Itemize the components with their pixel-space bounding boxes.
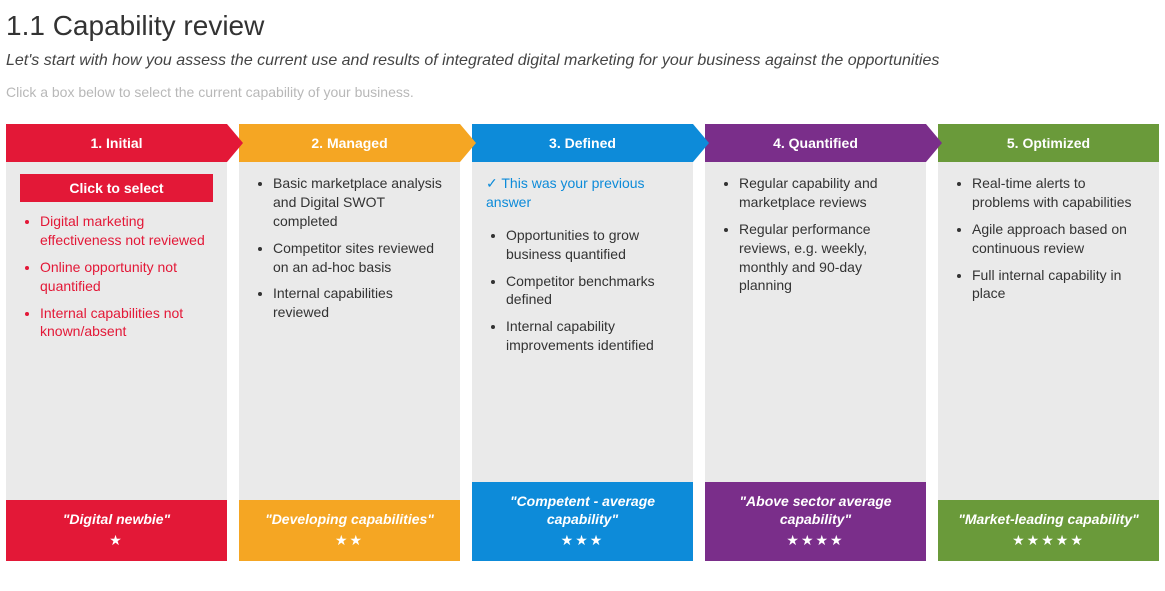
capability-column-initial[interactable]: 1. Initial Click to select Digital marketi… (6, 124, 227, 561)
column-footer-quantified: "Above sector average capability" ★★★★ (705, 482, 926, 561)
list-item: Digital marketing effectiveness not revi… (40, 212, 213, 250)
list-item: Competitor benchmarks defined (506, 272, 679, 310)
list-item: Internal capability improvements identif… (506, 317, 679, 355)
star-rating-icon: ★★★★★ (1012, 532, 1085, 548)
footer-caption: "Digital newbie" (12, 510, 221, 528)
list-item: Opportunities to grow business quantifie… (506, 226, 679, 264)
column-header-label: 2. Managed (311, 135, 387, 151)
column-body-quantified[interactable]: Regular capability and marketplace revie… (705, 162, 926, 482)
capability-column-optimized[interactable]: 5. Optimized Real-time alerts to problems… (938, 124, 1159, 561)
chevron-right-icon (926, 124, 942, 162)
column-bullet-list: Real-time alerts to problems with capabi… (952, 174, 1145, 303)
column-header-managed: 2. Managed (239, 124, 460, 162)
column-body-defined[interactable]: ✓ This was your previous answer Opportuni… (472, 162, 693, 482)
list-item: Agile approach based on continuous revie… (972, 220, 1145, 258)
list-item: Internal capabilities not known/absent (40, 304, 213, 342)
column-bullet-list: Regular capability and marketplace revie… (719, 174, 912, 295)
column-footer-defined: "Competent - average capability" ★★★ (472, 482, 693, 561)
column-body-initial[interactable]: Click to select Digital marketing effecti… (6, 162, 227, 500)
column-header-optimized: 5. Optimized (938, 124, 1159, 162)
list-item: Regular capability and marketplace revie… (739, 174, 912, 212)
list-item: Internal capabilities reviewed (273, 284, 446, 322)
column-header-defined: 3. Defined (472, 124, 693, 162)
column-header-quantified: 4. Quantified (705, 124, 926, 162)
list-item: Basic marketplace analysis and Digital S… (273, 174, 446, 231)
column-body-optimized[interactable]: Real-time alerts to problems with capabi… (938, 162, 1159, 500)
list-item: Competitor sites reviewed on an ad-hoc b… (273, 239, 446, 277)
capability-column-defined[interactable]: 3. Defined ✓ This was your previous answe… (472, 124, 693, 561)
column-footer-managed: "Developing capabilities" ★★ (239, 500, 460, 561)
footer-caption: "Developing capabilities" (245, 510, 454, 528)
page-title: 1.1 Capability review (6, 10, 1159, 42)
capability-column-quantified[interactable]: 4. Quantified Regular capability and mark… (705, 124, 926, 561)
column-header-label: 1. Initial (90, 135, 142, 151)
column-footer-initial: "Digital newbie" ★ (6, 500, 227, 561)
previous-answer-label: ✓ This was your previous answer (486, 174, 679, 212)
star-rating-icon: ★★ (335, 532, 364, 548)
capability-columns: 1. Initial Click to select Digital marketi… (6, 124, 1159, 561)
column-bullet-list: Basic marketplace analysis and Digital S… (253, 174, 446, 322)
chevron-right-icon (227, 124, 243, 162)
page-instruction: Click a box below to select the current … (6, 84, 1159, 100)
footer-caption: "Above sector average capability" (711, 492, 920, 528)
page-subtitle: Let's start with how you assess the curr… (6, 52, 1159, 70)
star-rating-icon: ★ (109, 532, 124, 548)
list-item: Real-time alerts to problems with capabi… (972, 174, 1145, 212)
chevron-right-icon (460, 124, 476, 162)
column-bullet-list: Digital marketing effectiveness not revi… (20, 212, 213, 341)
footer-caption: "Competent - average capability" (478, 492, 687, 528)
click-to-select-button[interactable]: Click to select (20, 174, 213, 202)
capability-column-managed[interactable]: 2. Managed Basic marketplace analysis and… (239, 124, 460, 561)
column-bullet-list: Opportunities to grow business quantifie… (486, 226, 679, 355)
star-rating-icon: ★★★ (561, 532, 605, 548)
column-footer-optimized: "Market-leading capability" ★★★★★ (938, 500, 1159, 561)
footer-caption: "Market-leading capability" (944, 510, 1153, 528)
list-item: Regular performance reviews, e.g. weekly… (739, 220, 912, 296)
list-item: Full internal capability in place (972, 266, 1145, 304)
column-header-label: 3. Defined (549, 135, 616, 151)
column-header-initial: 1. Initial (6, 124, 227, 162)
star-rating-icon: ★★★★ (786, 532, 844, 548)
list-item: Online opportunity not quantified (40, 258, 213, 296)
chevron-right-icon (693, 124, 709, 162)
column-body-managed[interactable]: Basic marketplace analysis and Digital S… (239, 162, 460, 500)
column-header-label: 4. Quantified (773, 135, 858, 151)
column-header-label: 5. Optimized (1007, 135, 1090, 151)
